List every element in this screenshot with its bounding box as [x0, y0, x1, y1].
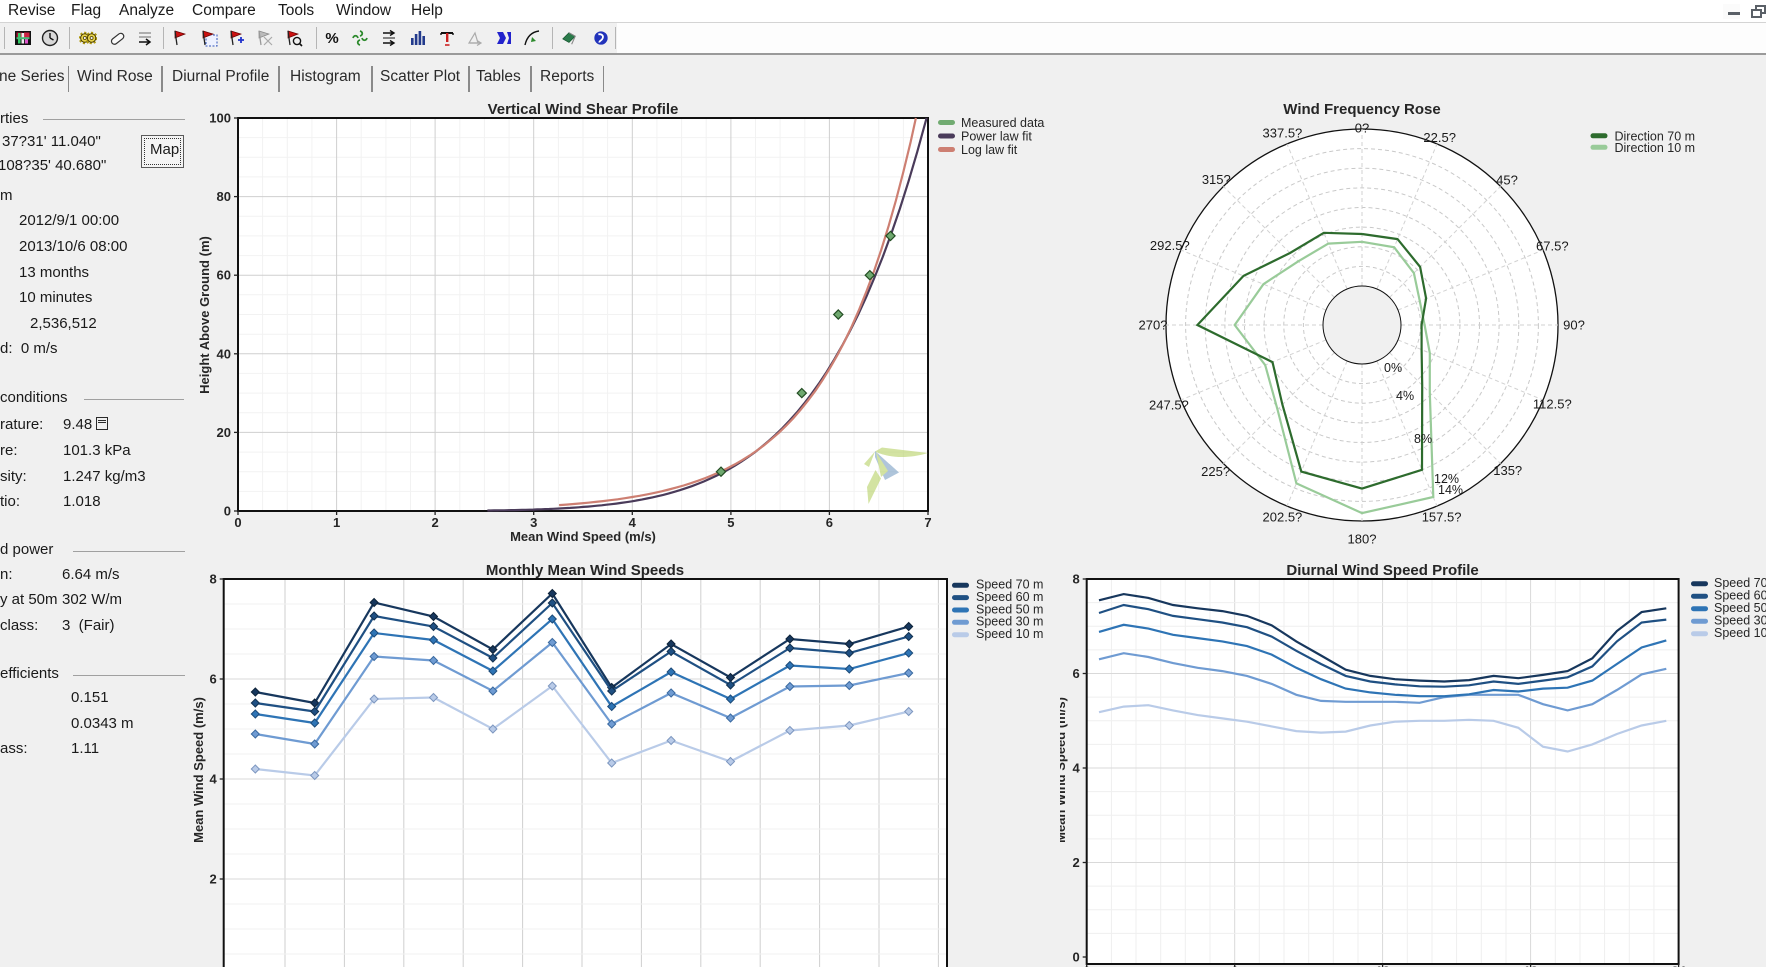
svg-text:8%: 8%: [1414, 432, 1432, 446]
svg-text:Mean Wind Speed (m/s): Mean Wind Speed (m/s): [191, 697, 206, 843]
svg-text:247.5?: 247.5?: [1149, 398, 1189, 413]
svg-text:Log law fit: Log law fit: [961, 143, 1018, 157]
svg-text:4: 4: [1072, 761, 1080, 776]
svg-text:135?: 135?: [1493, 463, 1522, 478]
svg-text:Speed 10 m: Speed 10 m: [976, 627, 1043, 641]
svg-text:180?: 180?: [1348, 532, 1377, 547]
svg-text:Mean Wind Speed (m/s): Mean Wind Speed (m/s): [1060, 697, 1068, 843]
svg-text:Speed 70 m: Speed 70 m: [1714, 576, 1766, 590]
svg-text:4: 4: [629, 515, 637, 530]
svg-text:Speed 60 m: Speed 60 m: [1714, 589, 1766, 603]
svg-text:225?: 225?: [1201, 464, 1230, 479]
svg-text:0%: 0%: [1384, 361, 1402, 375]
svg-text:Mean Wind Speed (m/s): Mean Wind Speed (m/s): [510, 529, 656, 544]
svg-text:6: 6: [1072, 666, 1079, 681]
svg-text:12: 12: [1375, 964, 1389, 967]
svg-text:157.5?: 157.5?: [1422, 510, 1462, 525]
svg-text:20: 20: [217, 425, 231, 440]
svg-text:0: 0: [1072, 950, 1079, 965]
svg-text:6: 6: [1231, 964, 1238, 967]
svg-text:Speed 50 m: Speed 50 m: [976, 602, 1043, 616]
svg-text:4%: 4%: [1396, 389, 1414, 403]
svg-text:0?: 0?: [1355, 121, 1369, 136]
svg-text:0: 0: [1083, 964, 1090, 967]
svg-text:40: 40: [217, 346, 231, 361]
svg-text:80: 80: [217, 189, 231, 204]
svg-text:292.5?: 292.5?: [1150, 238, 1190, 253]
svg-text:14%: 14%: [1438, 483, 1463, 497]
svg-text:112.5?: 112.5?: [1533, 396, 1572, 411]
svg-text:6: 6: [209, 672, 216, 687]
svg-text:Monthly Mean Wind Speeds: Monthly Mean Wind Speeds: [486, 562, 684, 579]
svg-text:Direction 70 m: Direction 70 m: [1615, 129, 1696, 143]
svg-text:3: 3: [530, 515, 537, 530]
svg-text:22.5?: 22.5?: [1423, 130, 1456, 145]
svg-text:12%: 12%: [1434, 472, 1459, 486]
svg-text:Measured data: Measured data: [961, 116, 1044, 130]
svg-text:Height Above Ground (m): Height Above Ground (m): [197, 236, 212, 394]
svg-text:%: %: [325, 30, 338, 47]
svg-text:270?: 270?: [1139, 318, 1168, 333]
svg-text:90?: 90?: [1563, 318, 1585, 333]
svg-text:67.5?: 67.5?: [1536, 239, 1569, 254]
svg-text:100: 100: [209, 111, 231, 126]
svg-text:Diurnal Wind Speed Profile: Diurnal Wind Speed Profile: [1286, 562, 1478, 579]
svg-text:Power law fit: Power law fit: [961, 130, 1032, 144]
svg-text:Speed 70 m: Speed 70 m: [976, 578, 1043, 592]
svg-text:Speed 50 m: Speed 50 m: [1714, 601, 1766, 615]
svg-text:8: 8: [209, 572, 216, 587]
svg-text:4: 4: [209, 772, 217, 787]
svg-text:18: 18: [1523, 964, 1537, 967]
svg-text:202.5?: 202.5?: [1263, 510, 1303, 525]
svg-text:Vertical Wind Shear Profile: Vertical Wind Shear Profile: [488, 101, 679, 118]
svg-text:0: 0: [224, 504, 231, 519]
svg-text:45?: 45?: [1496, 173, 1518, 188]
svg-text:5: 5: [727, 515, 734, 530]
svg-text:Direction 10 m: Direction 10 m: [1615, 141, 1696, 155]
svg-text:337.5?: 337.5?: [1263, 125, 1303, 140]
svg-text:0: 0: [234, 515, 241, 530]
svg-text:24: 24: [1671, 964, 1686, 967]
svg-text:315?: 315?: [1202, 172, 1231, 187]
svg-text:6: 6: [826, 515, 833, 530]
svg-text:1: 1: [333, 515, 340, 530]
svg-text:7: 7: [924, 515, 931, 530]
svg-text:Speed 30 m: Speed 30 m: [1714, 614, 1766, 628]
svg-text:2: 2: [209, 872, 216, 887]
svg-text:Speed 10 m: Speed 10 m: [1714, 626, 1766, 640]
svg-text:60: 60: [217, 268, 231, 283]
svg-text:8: 8: [1072, 572, 1079, 587]
svg-text:Wind Frequency Rose: Wind Frequency Rose: [1283, 101, 1440, 118]
svg-text:Speed 60 m: Speed 60 m: [976, 590, 1043, 604]
svg-text:Speed 30 m: Speed 30 m: [976, 615, 1043, 629]
svg-text:2: 2: [1072, 855, 1079, 870]
svg-text:2: 2: [431, 515, 438, 530]
